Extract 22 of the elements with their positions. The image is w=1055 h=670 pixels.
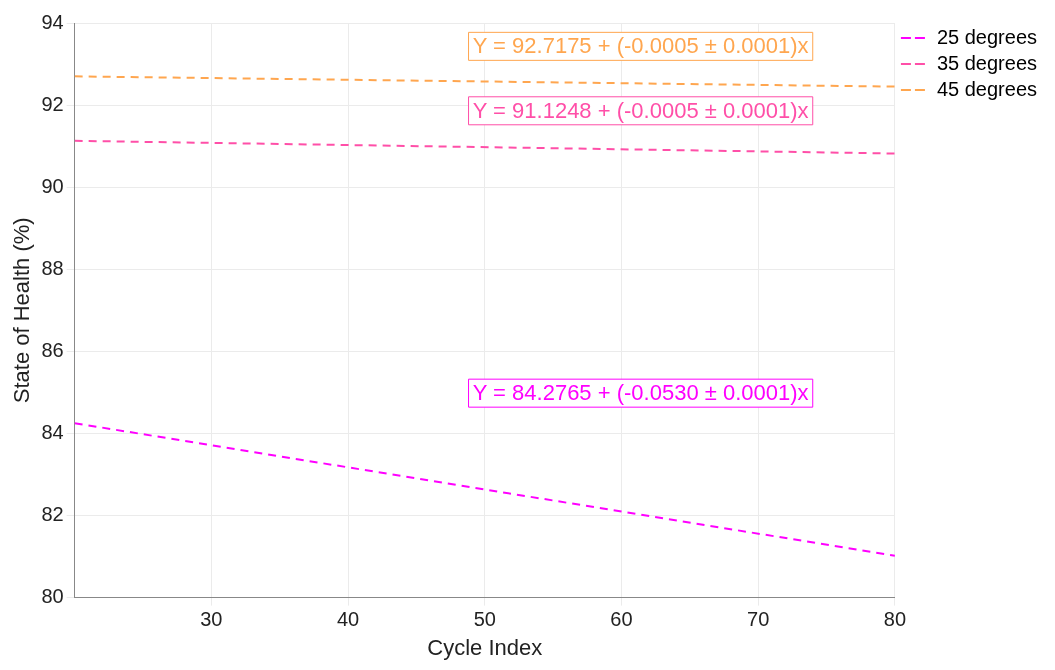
x-tick-label: 80 — [883, 608, 907, 631]
x-tick-label: 70 — [747, 608, 770, 631]
x-tick-label: 50 — [473, 608, 496, 631]
y-tick-label: 94 — [41, 10, 64, 33]
y-tick-label: 90 — [41, 174, 64, 197]
y-tick-label: 86 — [41, 338, 64, 361]
y-tick-label: 88 — [41, 256, 64, 279]
y-tick-label: 92 — [41, 92, 64, 115]
annotation: Y = 84.2765 + (-0.0530 ± 0.0001)x — [472, 380, 809, 406]
y-tick-label: 84 — [41, 420, 64, 443]
y-tick-label: 82 — [41, 503, 64, 526]
legend-label: 35 degrees — [936, 51, 1037, 74]
x-tick-label: 30 — [200, 608, 223, 631]
y-tick-label: 80 — [41, 585, 64, 608]
annotation: Y = 91.1248 + (-0.0005 ± 0.0001)x — [472, 97, 809, 123]
legend-label: 45 degrees — [936, 77, 1037, 100]
legend-label: 25 degrees — [936, 25, 1037, 48]
x-axis-title: Cycle Index — [427, 634, 543, 660]
x-tick-label: 40 — [336, 608, 360, 631]
annotation: Y = 92.7175 + (-0.0005 ± 0.0001)x — [472, 33, 809, 59]
y-axis-title: State of Health (%) — [9, 217, 35, 404]
x-tick-label: 60 — [610, 608, 633, 631]
